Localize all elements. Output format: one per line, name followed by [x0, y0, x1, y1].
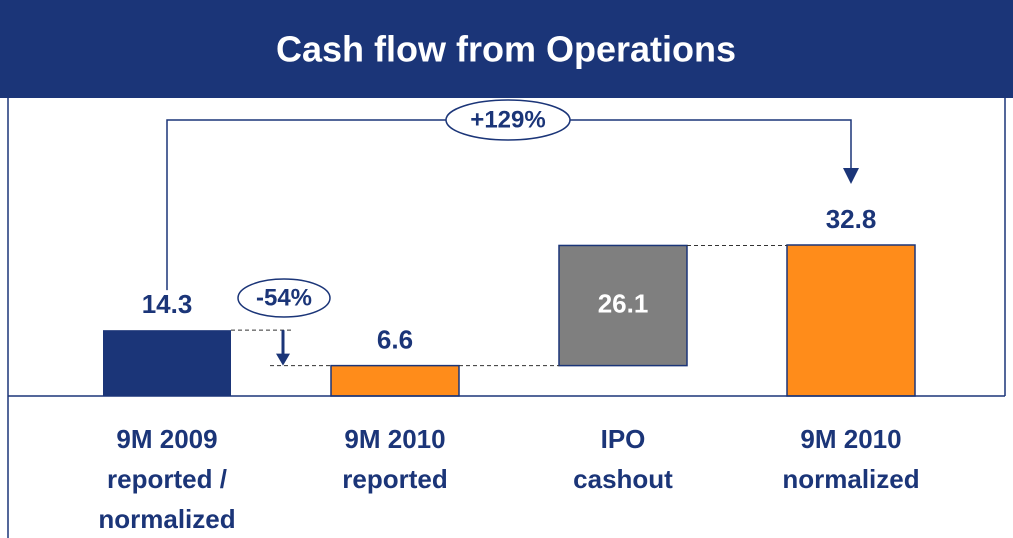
- annotation: +129%: [470, 106, 545, 133]
- annotation: -54%: [256, 284, 312, 311]
- x-tick-label: normalized: [98, 504, 235, 534]
- bar: [558, 244, 688, 367]
- bar: [330, 364, 460, 397]
- x-tick-label: reported: [342, 464, 447, 494]
- value-label: 32.8: [826, 204, 877, 234]
- arrow-head: [843, 168, 859, 184]
- bar: [786, 244, 916, 397]
- x-tick-label: 9M 2010: [344, 424, 445, 454]
- value-label: 26.1: [598, 288, 649, 318]
- x-tick-label: cashout: [573, 464, 673, 494]
- x-tick-label: reported /: [107, 464, 227, 494]
- x-tick-label: 9M 2010: [800, 424, 901, 454]
- bracket: [166, 119, 852, 291]
- x-tick-label: normalized: [782, 464, 919, 494]
- value-label: 6.6: [377, 324, 413, 354]
- annotation-bubble: [237, 278, 331, 318]
- x-tick-label: 9M 2009: [116, 424, 217, 454]
- arrow-head: [276, 353, 290, 366]
- value-label: 14.3: [142, 289, 193, 319]
- chart-title: Cash flow from Operations: [276, 29, 736, 70]
- annotation-bubble: [445, 99, 571, 141]
- x-tick-label: IPO: [601, 424, 646, 454]
- bar: [103, 330, 231, 396]
- header-band: [0, 0, 1013, 98]
